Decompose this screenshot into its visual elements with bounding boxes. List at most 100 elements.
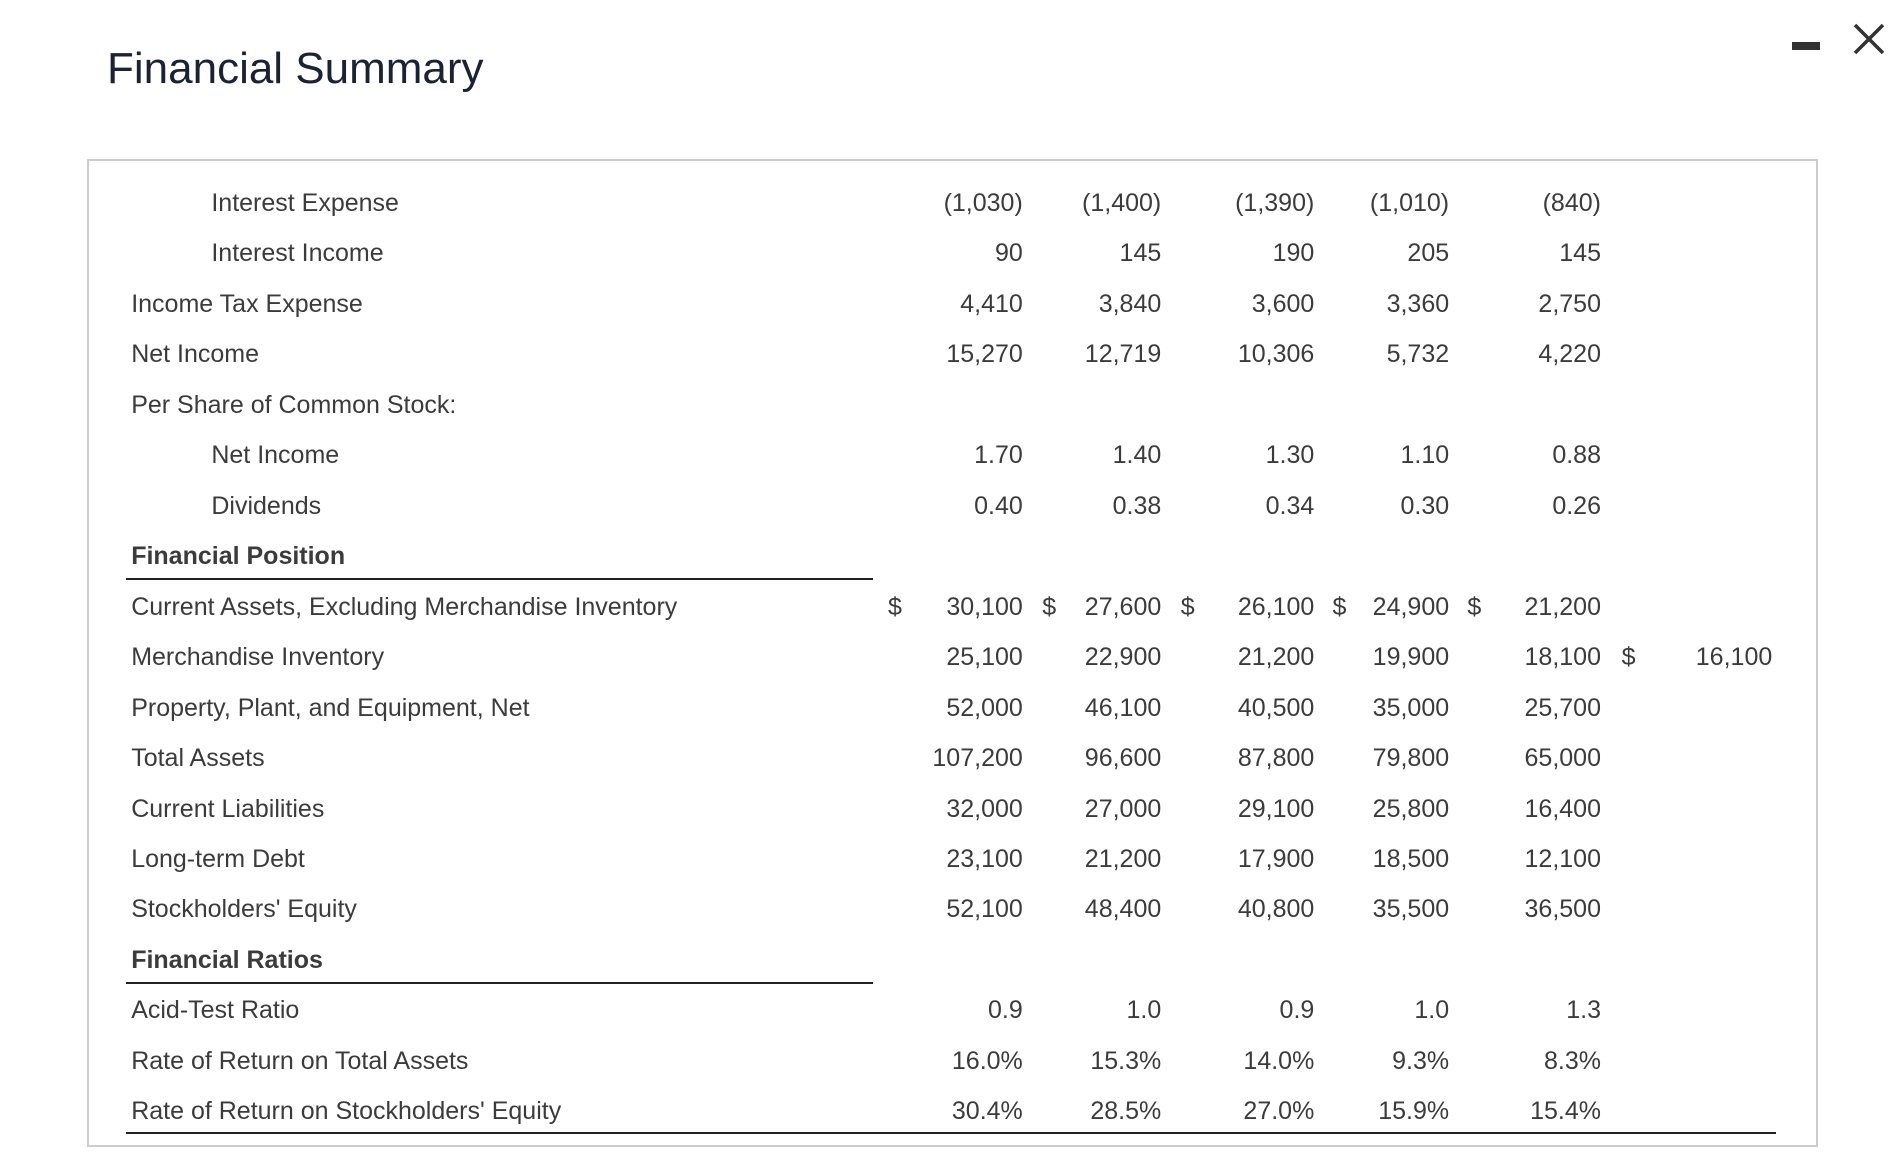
cell-value: 0.9 <box>988 996 1023 1025</box>
cell-value: 3,360 <box>1386 289 1450 318</box>
cell-value: 15,270 <box>946 340 1023 369</box>
cell-value: 52,000 <box>946 693 1023 722</box>
cell-value: 4,220 <box>1538 340 1601 369</box>
cell-value: 27,600 <box>1084 592 1162 621</box>
cell-value: 21,200 <box>1084 844 1162 873</box>
heading-underline <box>126 981 874 984</box>
cell-value: 1.0 <box>1126 996 1162 1025</box>
cell-value: 21,200 <box>1524 592 1601 621</box>
cell-value: 0.26 <box>1552 491 1601 520</box>
cell-value: 0.40 <box>974 491 1023 520</box>
cell-value: 0.30 <box>1400 491 1450 520</box>
cell-value: 16,400 <box>1524 794 1601 823</box>
cell-value: 17,900 <box>1237 844 1315 873</box>
cell-value: 36,500 <box>1524 895 1601 924</box>
cell-value: 52,100 <box>946 895 1023 924</box>
cell-value: 28.5% <box>1090 1097 1162 1126</box>
row-label: Dividends <box>211 491 322 520</box>
cell-value: 19,900 <box>1372 643 1450 672</box>
cell-value: 40,800 <box>1237 895 1315 924</box>
cell-value: 3,600 <box>1251 289 1315 318</box>
cell-value: 35,000 <box>1372 693 1450 722</box>
cell-value: 23,100 <box>946 844 1023 873</box>
section-heading: Financial Ratios <box>131 945 323 974</box>
currency-symbol: $ <box>887 592 902 621</box>
cell-value: 205 <box>1407 239 1450 268</box>
cell-value: 30,100 <box>946 592 1023 621</box>
cell-value: (1,390) <box>1235 188 1315 217</box>
cell-value: 35,500 <box>1372 895 1450 924</box>
cell-value: 32,000 <box>946 794 1023 823</box>
table-bottom-rule <box>126 1132 1776 1135</box>
cell-value: 25,700 <box>1524 693 1601 722</box>
currency-symbol: $ <box>1042 592 1057 621</box>
close-button[interactable] <box>1853 23 1885 55</box>
cell-value: 21,200 <box>1237 643 1315 672</box>
cell-value: 90 <box>994 239 1023 268</box>
cell-value: 16,100 <box>1695 643 1773 672</box>
cell-value: 1.3 <box>1566 996 1601 1025</box>
cell-value: 25,800 <box>1372 794 1450 823</box>
cell-value: 1.10 <box>1400 441 1450 470</box>
cell-value: 4,410 <box>960 289 1023 318</box>
row-label: Net Income <box>131 340 260 369</box>
cell-value: 0.9 <box>1279 996 1315 1025</box>
cell-value: 18,100 <box>1524 643 1601 672</box>
row-label: Rate of Return on Total Assets <box>131 1046 469 1075</box>
row-label: Total Assets <box>131 744 265 773</box>
row-label: Income Tax Expense <box>131 289 363 318</box>
cell-value: 16.0% <box>951 1046 1023 1075</box>
row-label: Stockholders' Equity <box>131 895 357 924</box>
row-label: Property, Plant, and Equipment, Net <box>131 693 530 722</box>
cell-value: 65,000 <box>1524 744 1601 773</box>
cell-value: 1.70 <box>974 441 1023 470</box>
cell-value: 87,800 <box>1237 744 1315 773</box>
cell-value: 25,100 <box>946 643 1023 672</box>
cell-value: 5,732 <box>1386 340 1450 369</box>
row-label: Per Share of Common Stock: <box>131 390 457 419</box>
dialog-title: Financial Summary <box>107 44 484 93</box>
cell-value: 24,900 <box>1372 592 1450 621</box>
minimize-button[interactable] <box>1792 42 1820 50</box>
cell-value: 29,100 <box>1237 794 1315 823</box>
heading-underline <box>126 578 874 581</box>
cell-value: 46,100 <box>1084 693 1162 722</box>
row-label: Merchandise Inventory <box>131 643 385 672</box>
row-label: Long-term Debt <box>131 844 305 873</box>
cell-value: 27.0% <box>1243 1097 1315 1126</box>
cell-value: (1,030) <box>943 188 1023 217</box>
row-label: Current Liabilities <box>131 794 325 823</box>
cell-value: 27,000 <box>1084 794 1162 823</box>
cell-value: 8.3% <box>1544 1046 1601 1075</box>
row-label: Acid-Test Ratio <box>131 996 300 1025</box>
cell-value: 96,600 <box>1084 744 1162 773</box>
cell-value: 0.34 <box>1265 491 1315 520</box>
row-label: Net Income <box>211 441 340 470</box>
cell-value: 26,100 <box>1237 592 1315 621</box>
cell-value: 15.4% <box>1530 1097 1601 1126</box>
cell-value: 1.0 <box>1414 996 1450 1025</box>
cell-value: (1,010) <box>1369 188 1450 217</box>
row-label: Current Assets, Excluding Merchandise In… <box>131 592 678 621</box>
cell-value: 18,500 <box>1372 844 1450 873</box>
cell-value: 15.9% <box>1378 1097 1450 1126</box>
cell-value: 14.0% <box>1243 1046 1315 1075</box>
cell-value: 145 <box>1119 239 1162 268</box>
cell-value: 22,900 <box>1084 643 1162 672</box>
cell-value: 48,400 <box>1084 895 1162 924</box>
cell-value: 79,800 <box>1372 744 1450 773</box>
row-label: Rate of Return on Stockholders' Equity <box>131 1097 562 1126</box>
cell-value: 0.38 <box>1112 491 1162 520</box>
cell-value: 2,750 <box>1538 289 1601 318</box>
cell-value: (840) <box>1542 188 1601 217</box>
window-controls <box>1792 23 1885 55</box>
section-heading: Financial Position <box>131 542 346 571</box>
cell-value: 9.3% <box>1392 1046 1450 1075</box>
currency-symbol: $ <box>1621 643 1636 672</box>
currency-symbol: $ <box>1467 592 1482 621</box>
cell-value: 12,100 <box>1524 844 1601 873</box>
cell-value: 12,719 <box>1084 340 1162 369</box>
cell-value: 30.4% <box>951 1097 1023 1126</box>
cell-value: 190 <box>1272 239 1315 268</box>
